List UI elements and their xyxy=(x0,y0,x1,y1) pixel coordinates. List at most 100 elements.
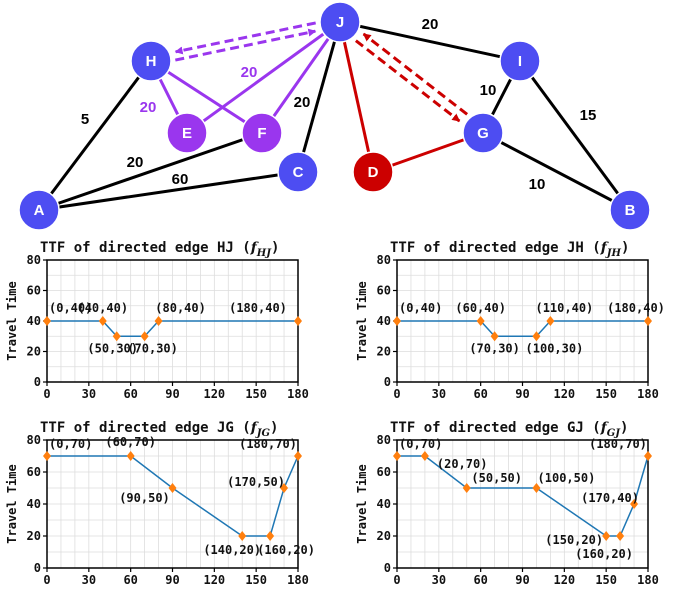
data-point-label: (170,40) xyxy=(581,491,639,505)
y-axis-label: Travel Time xyxy=(355,281,369,360)
x-tick-label: 120 xyxy=(553,573,575,587)
node-label-B: B xyxy=(625,202,636,219)
node-label-D: D xyxy=(368,164,379,181)
x-tick-label: 90 xyxy=(515,387,529,401)
x-tick-label: 0 xyxy=(43,387,50,401)
node-label-A: A xyxy=(34,202,45,219)
chart-title-suffix: ) xyxy=(620,420,628,436)
data-point-label: (50,30) xyxy=(87,341,138,355)
edge-weight-A-C: 60 xyxy=(172,171,189,188)
edge-C-J xyxy=(296,21,342,173)
node-circle-F xyxy=(241,112,283,154)
data-point-label: (0,70) xyxy=(49,437,92,451)
data-point-marker xyxy=(280,483,289,493)
chart-title-function: f xyxy=(600,420,610,436)
data-point-marker xyxy=(294,316,302,326)
ttf-charts: TTF of directed edge HJ (fHJ)0 30 60 90 120 1… xyxy=(5,240,665,587)
node-circle-I xyxy=(499,40,541,82)
data-point-marker xyxy=(266,531,275,541)
ttf-series-line xyxy=(47,320,298,337)
y-tick-label: 40 xyxy=(377,314,391,328)
chart-title-subscript: HJ xyxy=(256,248,272,259)
edge-I-B xyxy=(518,60,632,211)
chart-title-prefix: TTF of directed edge JH ( xyxy=(390,240,601,256)
data-point-label: (40,40) xyxy=(77,301,128,315)
x-tick-label: 60 xyxy=(123,573,137,587)
data-point-marker xyxy=(43,451,51,461)
edge-F-J xyxy=(260,21,342,134)
x-tick-label: 60 xyxy=(473,387,487,401)
x-tick-label: 180 xyxy=(287,387,309,401)
data-point-marker xyxy=(140,331,149,342)
x-tick-label: 0 xyxy=(43,573,50,587)
chart-title: TTF of directed edge HJ (fHJ) xyxy=(40,240,279,259)
chart-title-function: f xyxy=(600,240,610,256)
data-point-label: (0,40) xyxy=(49,301,92,315)
road-network-graph: 5 20 60 20 20 10 15 10 20 20 J H I E F G C D A B xyxy=(18,1,651,231)
y-tick-label: 60 xyxy=(27,284,41,298)
x-tick-label: 60 xyxy=(123,387,137,401)
y-tick-label: 80 xyxy=(27,433,41,447)
data-point-label: (60,40) xyxy=(455,301,506,315)
data-point-marker xyxy=(532,483,541,493)
data-point-marker xyxy=(420,451,429,461)
edge-weight-E-J: 20 xyxy=(241,64,258,81)
data-point-marker xyxy=(630,499,639,509)
edge-weight-J-I: 20 xyxy=(422,16,439,33)
data-point-marker xyxy=(154,316,163,326)
data-point-marker xyxy=(462,483,471,493)
chart-title-function: f xyxy=(250,420,260,436)
y-tick-label: 20 xyxy=(377,529,391,543)
chart-title-prefix: TTF of directed edge GJ ( xyxy=(390,420,601,436)
node-circle-B xyxy=(609,189,651,231)
node-A: A xyxy=(18,189,60,231)
chart-title-subscript: GJ xyxy=(607,428,622,439)
node-B: B xyxy=(609,189,651,231)
ttf-series-line xyxy=(397,320,648,337)
ttf-chart-JH: TTF of directed edge JH (fJH) 0 30 60 90 120 1… xyxy=(355,240,665,401)
chart-title-function: f xyxy=(250,240,260,256)
node-circle-G xyxy=(462,112,504,154)
node-label-I: I xyxy=(518,53,522,70)
data-point-label: (180,70) xyxy=(589,437,647,451)
node-circle-D xyxy=(352,151,394,193)
edge-weight-C-J: 20 xyxy=(294,94,311,111)
chart-title-subscript: JG xyxy=(255,428,271,439)
directed-edge-G-J xyxy=(362,32,469,116)
data-point-marker xyxy=(602,531,611,541)
chart-title-suffix: ) xyxy=(621,240,629,256)
node-circle-E xyxy=(166,112,208,154)
edge-weight-A-H: 5 xyxy=(81,111,89,128)
y-tick-label: 0 xyxy=(384,561,391,575)
data-point-label: (140,20) xyxy=(203,543,261,557)
data-point-label: (70,30) xyxy=(127,341,178,355)
y-tick-label: 80 xyxy=(377,433,391,447)
data-point-label: (110,40) xyxy=(535,301,593,315)
x-tick-label: 90 xyxy=(165,387,179,401)
edge-weight-I-B: 15 xyxy=(580,107,597,124)
y-tick-label: 0 xyxy=(384,375,391,389)
data-point-marker xyxy=(112,331,121,342)
node-F: F xyxy=(241,112,283,154)
chart-title-subscript: JH xyxy=(605,248,622,259)
data-point-marker xyxy=(168,483,177,493)
data-point-marker xyxy=(294,451,302,461)
edge-weight-H-E: 20 xyxy=(140,99,157,116)
data-point-label: (180,40) xyxy=(607,301,665,315)
chart-title-suffix: ) xyxy=(271,240,279,256)
x-tick-label: 150 xyxy=(245,573,267,587)
edge-H-F xyxy=(150,59,263,135)
node-circle-H xyxy=(130,40,172,82)
data-point-label: (160,20) xyxy=(257,543,315,557)
data-point-label: (100,50) xyxy=(538,471,596,485)
node-G: G xyxy=(462,112,504,154)
data-point-marker xyxy=(393,451,401,461)
node-J: J xyxy=(319,1,361,43)
edge-weight-A-F: 20 xyxy=(127,154,144,171)
y-tick-label: 80 xyxy=(377,253,391,267)
y-tick-label: 60 xyxy=(27,465,41,479)
ttf-chart-JG: TTF of directed edge JG (fJG) 0 30 60 90 120 1… xyxy=(5,420,315,587)
data-point-marker xyxy=(644,451,652,461)
node-circle-J xyxy=(319,1,361,43)
